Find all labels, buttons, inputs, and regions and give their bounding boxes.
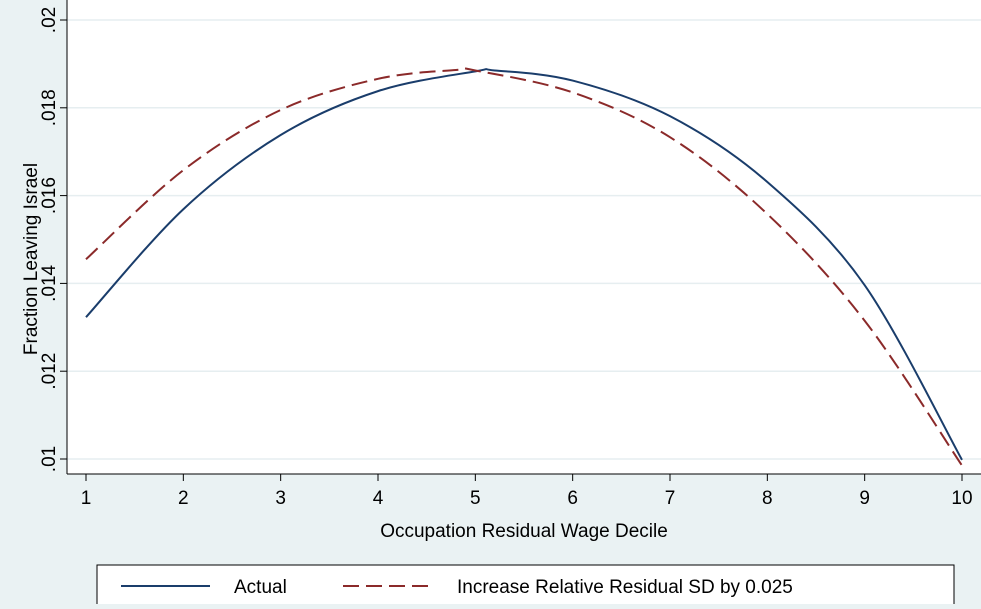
legend-label-increase-sd: Increase Relative Residual SD by 0.025 bbox=[457, 577, 793, 598]
x-tick-label-3: 4 bbox=[373, 488, 384, 509]
series-line-increase-sd bbox=[85, 67, 963, 467]
x-tick-label-4: 5 bbox=[470, 488, 481, 509]
x-tick-label-5: 6 bbox=[567, 488, 578, 509]
plot-area bbox=[67, 0, 981, 474]
y-tick-label-3: .016 bbox=[39, 177, 60, 214]
y-axis-title: Fraction Leaving Israel bbox=[21, 163, 42, 355]
x-tick-label-7: 8 bbox=[762, 488, 773, 509]
x-tick-label-0: 1 bbox=[81, 488, 92, 509]
legend-label-actual: Actual bbox=[234, 577, 287, 598]
x-tick-label-2: 3 bbox=[275, 488, 286, 509]
grid-lines bbox=[67, 19, 981, 460]
x-tick-label-1: 2 bbox=[178, 488, 189, 509]
y-tick-label-4: .018 bbox=[39, 89, 60, 126]
x-tick-label-9: 10 bbox=[951, 488, 972, 509]
axes: .01 .012 .014 .016 .018 .02 1 2 3 4 5 6 7 8 9 10 bbox=[39, 0, 981, 509]
legend-box bbox=[96, 564, 955, 609]
x-tick-label-8: 9 bbox=[859, 488, 870, 509]
x-tick-label-6: 7 bbox=[665, 488, 676, 509]
series-line-actual bbox=[85, 68, 963, 461]
y-tick-label-1: .012 bbox=[39, 353, 60, 390]
y-tick-label-5: .02 bbox=[39, 7, 60, 33]
y-tick-label-2: .014 bbox=[39, 264, 60, 301]
series-lines bbox=[85, 67, 963, 467]
y-tick-label-0: .01 bbox=[39, 446, 60, 472]
legend: Actual Increase Relative Residual SD by … bbox=[96, 564, 955, 609]
x-axis-title: Occupation Residual Wage Decile bbox=[380, 521, 668, 542]
